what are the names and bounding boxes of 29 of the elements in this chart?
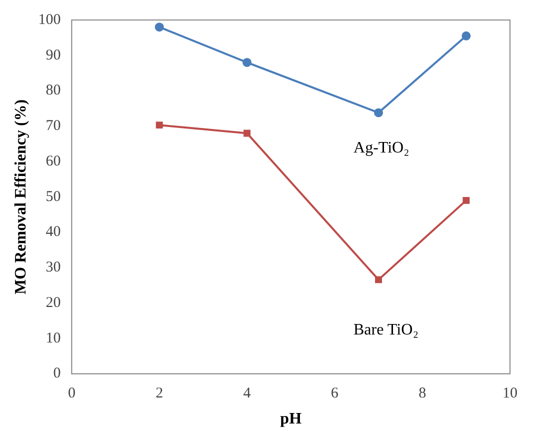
point [156,122,163,129]
point [154,22,164,32]
text: Ag-TiO₂ [354,140,410,157]
y-tick-label: 0 [53,366,61,382]
y-tick-label: 50 [46,188,61,205]
y-tick-label: 70 [46,118,61,134]
y-tick-label: 10 [46,330,61,346]
x-tick-label: 10 [502,386,518,402]
point [462,196,470,204]
x-tick-label: 4 [243,386,252,402]
y-tick-label: 60 [46,153,61,170]
y-tick-label: 20 [46,294,61,311]
text: Bare TiO₂ [354,322,418,339]
point [375,276,382,284]
point [242,58,252,67]
x-axis-title: pH [280,410,302,428]
x-tick-label: 0 [68,386,76,402]
point [244,130,250,137]
x-tick-label: 2 [156,386,164,402]
x-tick-label: 6 [330,386,339,402]
y-axis-title: MO Removal Efficiency (%) [12,99,30,294]
x-tick-label: 8 [418,386,426,402]
point [374,108,384,118]
y-tick-label: 90 [46,47,61,64]
y-tick-label: 40 [46,224,61,240]
y-tick-label: 80 [46,82,61,99]
y-tick-label: 30 [46,260,61,276]
y-tick-label: 100 [38,12,61,28]
point [462,31,471,40]
